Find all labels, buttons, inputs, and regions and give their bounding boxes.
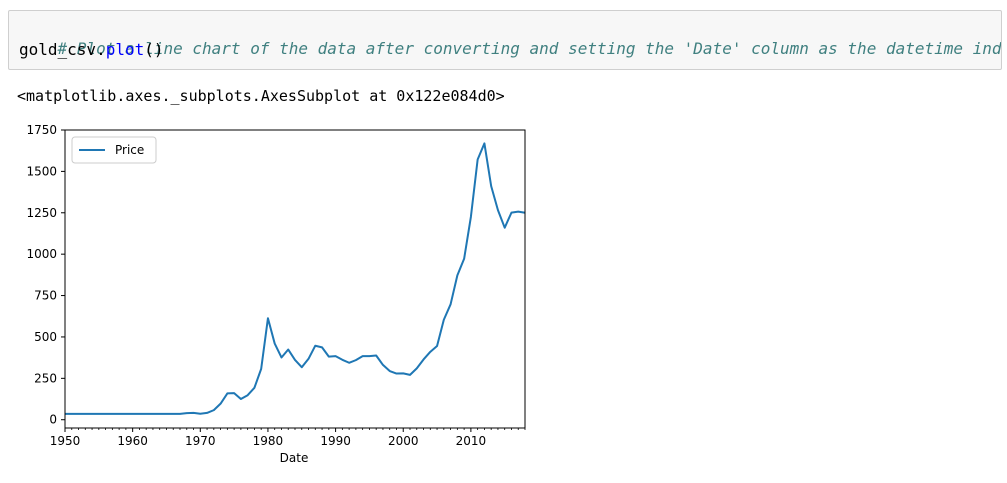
y-tick-label: 250 bbox=[34, 371, 57, 385]
x-tick-label: 1990 bbox=[320, 434, 351, 448]
y-tick-label: 1000 bbox=[26, 247, 57, 261]
code-input-cell[interactable]: # Plot a line chart of the data after co… bbox=[8, 10, 1002, 70]
x-tick-label: 1980 bbox=[253, 434, 284, 448]
legend-label: Price bbox=[115, 143, 144, 157]
y-tick-label: 750 bbox=[34, 289, 57, 303]
plot-layer: 1950 1960 1970 1980 1990 2000 2010 0 250 500 750 10… bbox=[26, 123, 526, 465]
legend-box bbox=[71, 136, 157, 164]
y-tick-label: 0 bbox=[49, 413, 57, 427]
code-comment: # Plot a line chart of the data after co… bbox=[57, 39, 1002, 58]
line-chart: 1950 1960 1970 1980 1990 2000 2010 0 250 500 750 10… bbox=[26, 123, 526, 465]
y-tick-label: 1750 bbox=[26, 123, 57, 137]
code-method: plot bbox=[105, 40, 145, 59]
y-tick-label: 1500 bbox=[26, 164, 57, 178]
code-comment-line: # Plot a line chart of the data after co… bbox=[19, 19, 1002, 69]
x-tick-label: 1960 bbox=[117, 434, 148, 448]
code-parens: () bbox=[144, 40, 164, 59]
output-repr-text: <matplotlib.axes._subplots.AxesSubplot a… bbox=[17, 87, 505, 105]
x-tick-label: 2000 bbox=[388, 434, 419, 448]
x-tick-label: 1950 bbox=[50, 434, 81, 448]
code-statement-line: gold_csv.plot() bbox=[19, 40, 164, 60]
y-tick-label: 500 bbox=[34, 330, 57, 344]
x-axis-label: Date bbox=[280, 451, 309, 465]
code-dot: . bbox=[96, 40, 106, 59]
y-tick-label: 1250 bbox=[26, 206, 57, 220]
series-line-price bbox=[65, 142, 526, 415]
x-tick-label: 1970 bbox=[185, 434, 216, 448]
code-object: gold_csv bbox=[19, 40, 97, 59]
x-tick-label: 2010 bbox=[456, 434, 487, 448]
